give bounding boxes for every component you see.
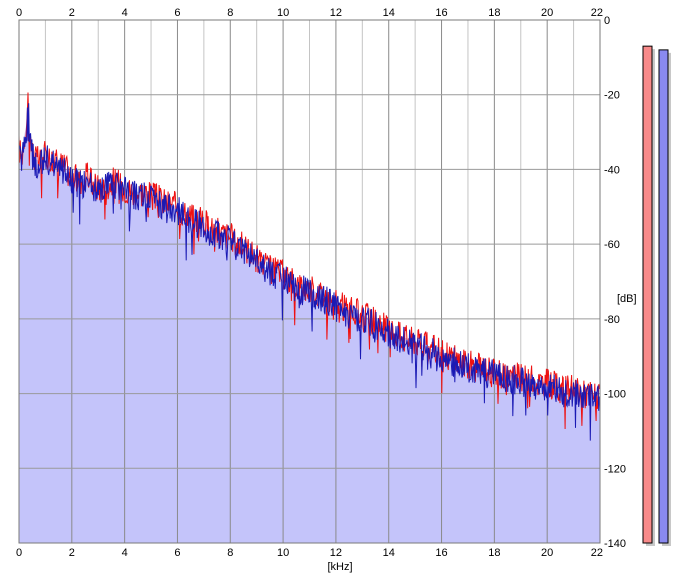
x-tick-label-top: 22	[591, 7, 603, 19]
x-tick-label-bottom: 4	[122, 547, 128, 559]
x-tick-label-bottom: 22	[591, 547, 603, 559]
x-tick-label-bottom: 12	[330, 547, 342, 559]
x-tick-label-bottom: 8	[227, 547, 233, 559]
x-tick-label-bottom: 18	[488, 547, 500, 559]
x-tick-label-bottom: 10	[277, 547, 289, 559]
x-tick-labels-bottom: 0 2 4 6 8 10 12 14 16 18 20 22	[16, 547, 603, 559]
x-tick-label-top: 6	[174, 7, 180, 19]
trace-line-channel-2	[18, 103, 601, 441]
y-tick-label: -80	[604, 314, 620, 326]
grid-major	[19, 20, 600, 543]
y-tick-label: 0	[604, 15, 610, 27]
x-tick-label-bottom: 14	[383, 547, 395, 559]
x-axis-label: [kHz]	[327, 561, 352, 573]
y-tick-label: -100	[604, 389, 626, 401]
x-tick-label-top: 0	[16, 7, 22, 19]
x-tick-label-top: 14	[383, 7, 395, 19]
x-tick-label-bottom: 20	[541, 547, 553, 559]
y-tick-label: -140	[604, 538, 626, 550]
level-meter-channel-2	[658, 49, 669, 544]
x-tick-label-bottom: 16	[435, 547, 447, 559]
y-tick-label: -120	[604, 463, 626, 475]
y-tick-label: -20	[604, 90, 620, 102]
y-tick-label: -60	[604, 239, 620, 251]
x-tick-label-bottom: 2	[69, 547, 75, 559]
plot-frame	[18, 19, 601, 544]
x-tick-label-top: 2	[69, 7, 75, 19]
trace-channel-2	[18, 103, 601, 441]
x-tick-label-top: 20	[541, 7, 553, 19]
x-tick-label-top: 4	[122, 7, 128, 19]
y-tick-label: -40	[604, 164, 620, 176]
level-meters	[642, 45, 671, 547]
x-tick-label-top: 18	[488, 7, 500, 19]
x-tick-label-top: 10	[277, 7, 289, 19]
y-tick-labels: 0 -20 -40 -60 -80 -100 -120 -140	[604, 15, 626, 550]
x-tick-labels-top: 0 2 4 6 8 10 12 14 16 18 20 22	[16, 7, 603, 19]
x-tick-label-top: 16	[435, 7, 447, 19]
x-tick-label-bottom: 6	[174, 547, 180, 559]
x-tick-label-top: 8	[227, 7, 233, 19]
level-meter-channel-1	[642, 45, 653, 544]
x-tick-label-top: 12	[330, 7, 342, 19]
x-tick-label-bottom: 0	[16, 547, 22, 559]
y-axis-label: [dB]	[617, 293, 637, 305]
